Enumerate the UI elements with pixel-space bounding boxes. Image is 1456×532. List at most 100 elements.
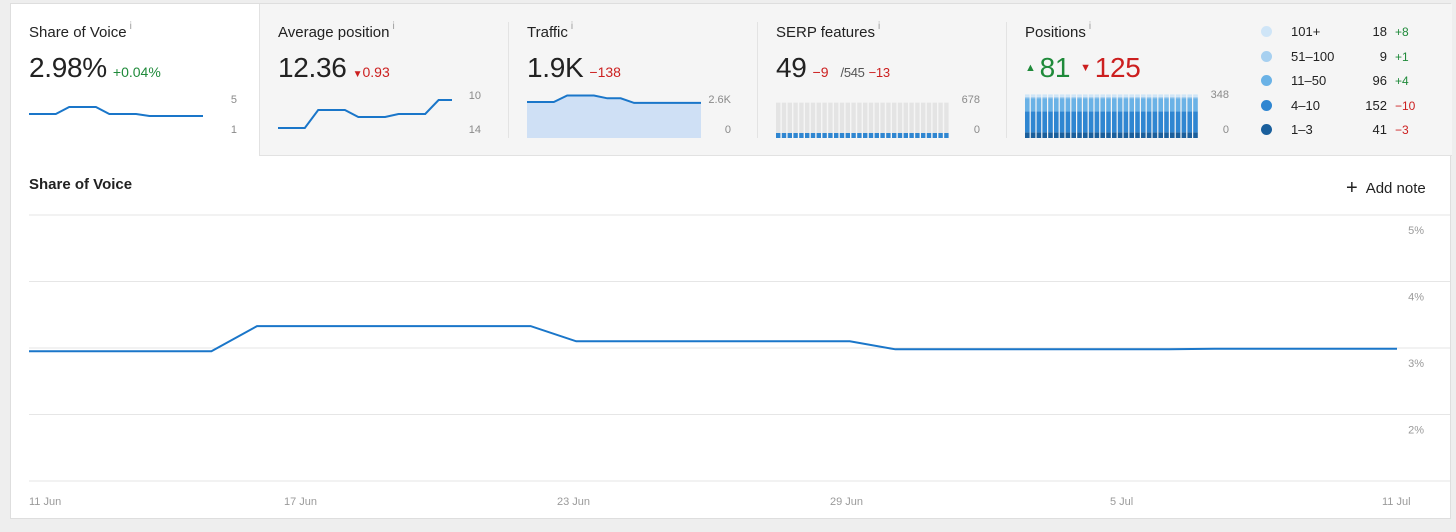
info-icon[interactable]: i: [570, 21, 574, 32]
positions-bar-segment: [1152, 111, 1158, 133]
positions-bar-segment: [1094, 94, 1100, 97]
positions-bar-segment: [1083, 98, 1088, 112]
serp-bar-total: [810, 102, 816, 133]
positions-bar-segment: [1123, 94, 1129, 97]
legend-row[interactable]: 4–10 152 −10: [1261, 96, 1441, 121]
add-note-button[interactable]: + Add note: [1346, 176, 1426, 199]
positions-bar-segment: [1036, 94, 1042, 97]
positions-bar-segment: [1071, 98, 1076, 112]
positions-bar-segment: [1170, 132, 1175, 138]
serp-bar-owned: [903, 133, 908, 138]
positions-bar-segment: [1129, 96, 1134, 99]
info-icon[interactable]: i: [392, 21, 395, 32]
legend-row[interactable]: 51–100 9 +1: [1261, 47, 1441, 72]
positions-bar-segment: [1059, 94, 1065, 97]
positions-bar-segment: [1030, 98, 1036, 112]
positions-bar-segment: [1170, 96, 1175, 99]
serp-bar-total: [828, 102, 833, 133]
legend-label: 51–100: [1291, 48, 1335, 64]
positions-bar-segment: [1146, 111, 1152, 133]
serp-bar-owned: [787, 133, 792, 138]
positions-bar-segment: [1129, 98, 1134, 112]
positions-bar-segment: [1175, 132, 1181, 138]
positions-bar-segment: [1100, 98, 1105, 112]
positions-bar-segment: [1100, 111, 1105, 133]
serp-bar-owned: [915, 133, 920, 138]
positions-bar-segment: [1048, 132, 1053, 138]
x-tick-label: 29 Jun: [830, 496, 863, 508]
positions-bar-segment: [1030, 94, 1036, 97]
axis-bottom-label: 0: [1222, 124, 1229, 136]
share-of-voice-chart[interactable]: 5% 4% 3% 2% 11 Jun 17 Jun 23 Jun 29 Jun 5 Jul 11 …: [11, 199, 1450, 519]
up-triangle-icon: ▲: [1025, 62, 1036, 74]
legend-label: 11–50: [1291, 73, 1327, 88]
serp-bar-total: [897, 102, 903, 133]
metric-delta: ▼0.93: [352, 64, 390, 80]
positions-bar-segment: [1141, 132, 1146, 138]
dashboard-panel: Share of Voice i 2.98% +0.04% 5 1 Average …: [10, 3, 1452, 519]
positions-bar-segment: [1071, 111, 1076, 133]
positions-bar-segment: [1030, 132, 1036, 138]
serp-bar-total: [851, 102, 856, 133]
positions-bar-segment: [1158, 98, 1163, 112]
metric-card-positions[interactable]: Positions i ▲ 81 ▼ 125 348 0: [1025, 4, 1253, 156]
positions-bar-segment: [1187, 96, 1192, 99]
serp-bar-owned: [776, 133, 781, 138]
positions-bar-segment: [1083, 111, 1088, 133]
positions-bar-segment: [1146, 98, 1152, 112]
metric-card-traffic[interactable]: Traffic i 1.9K −138 2.6K 0: [527, 4, 755, 156]
positions-bar-segment: [1141, 98, 1146, 112]
serp-bar-total: [874, 102, 879, 133]
positions-bar-segment: [1117, 111, 1123, 133]
legend-row[interactable]: 1–3 41 −3: [1261, 120, 1441, 145]
legend-change: +4: [1395, 74, 1409, 88]
positions-bar-segment: [1152, 132, 1158, 138]
positions-bar-segment: [1187, 94, 1192, 97]
positions-bar-segment: [1135, 96, 1140, 99]
positions-bar-segment: [1059, 96, 1065, 99]
positions-bar-segment: [1158, 132, 1163, 138]
positions-bar-segment: [1071, 96, 1076, 99]
info-icon[interactable]: i: [129, 21, 132, 32]
serp-bar-owned: [781, 133, 787, 138]
positions-bar-segment: [1158, 111, 1163, 133]
positions-bar-segment: [1025, 98, 1030, 112]
info-icon[interactable]: i: [1088, 21, 1092, 32]
serp-bar-total: [839, 102, 845, 133]
serp-bar-owned: [909, 133, 914, 138]
metric-card-average-position[interactable]: Average position i 12.36 ▼0.93 10 14: [278, 4, 506, 156]
serp-bar-owned: [926, 133, 932, 138]
positions-bar-segment: [1193, 132, 1198, 138]
positions-bar-segment: [1181, 94, 1187, 97]
bars-positions: [1025, 94, 1198, 138]
x-tick-label: 5 Jul: [1110, 496, 1133, 508]
serp-bar-total: [921, 102, 926, 133]
serp-bar-total: [944, 102, 949, 133]
legend-row[interactable]: 11–50 96 +4: [1261, 71, 1441, 96]
positions-bar-segment: [1152, 96, 1158, 99]
positions-bar-segment: [1146, 96, 1152, 99]
serp-bar-owned: [793, 133, 798, 138]
info-icon[interactable]: i: [877, 21, 881, 32]
positions-bar-segment: [1036, 98, 1042, 112]
positions-bar-segment: [1059, 111, 1065, 133]
positions-bar-segment: [1083, 94, 1088, 97]
positions-bar-segment: [1036, 111, 1042, 133]
positions-bar-segment: [1175, 98, 1181, 112]
metric-card-share-of-voice[interactable]: Share of Voice i 2.98% +0.04% 5 1: [29, 4, 257, 156]
serp-bar-owned: [845, 133, 850, 138]
positions-bar-segment: [1054, 98, 1059, 112]
positions-bar-segment: [1175, 111, 1181, 133]
positions-bar-segment: [1083, 96, 1088, 99]
legend-row[interactable]: 101+ 18 +8: [1261, 22, 1441, 47]
positions-bar-segment: [1152, 98, 1158, 112]
positions-bar-segment: [1181, 96, 1187, 99]
serp-bar-total: [845, 102, 850, 133]
positions-bar-segment: [1141, 96, 1146, 99]
metric-value: 2.98% +0.04%: [29, 52, 161, 83]
metric-card-serp-features[interactable]: SERP features i 49 −9/545 −13 678 0: [776, 4, 1004, 156]
positions-bar-segment: [1048, 96, 1053, 99]
serp-bar-total: [938, 102, 943, 133]
positions-bar-segment: [1135, 94, 1140, 97]
sparkline-average-position: [278, 99, 452, 129]
